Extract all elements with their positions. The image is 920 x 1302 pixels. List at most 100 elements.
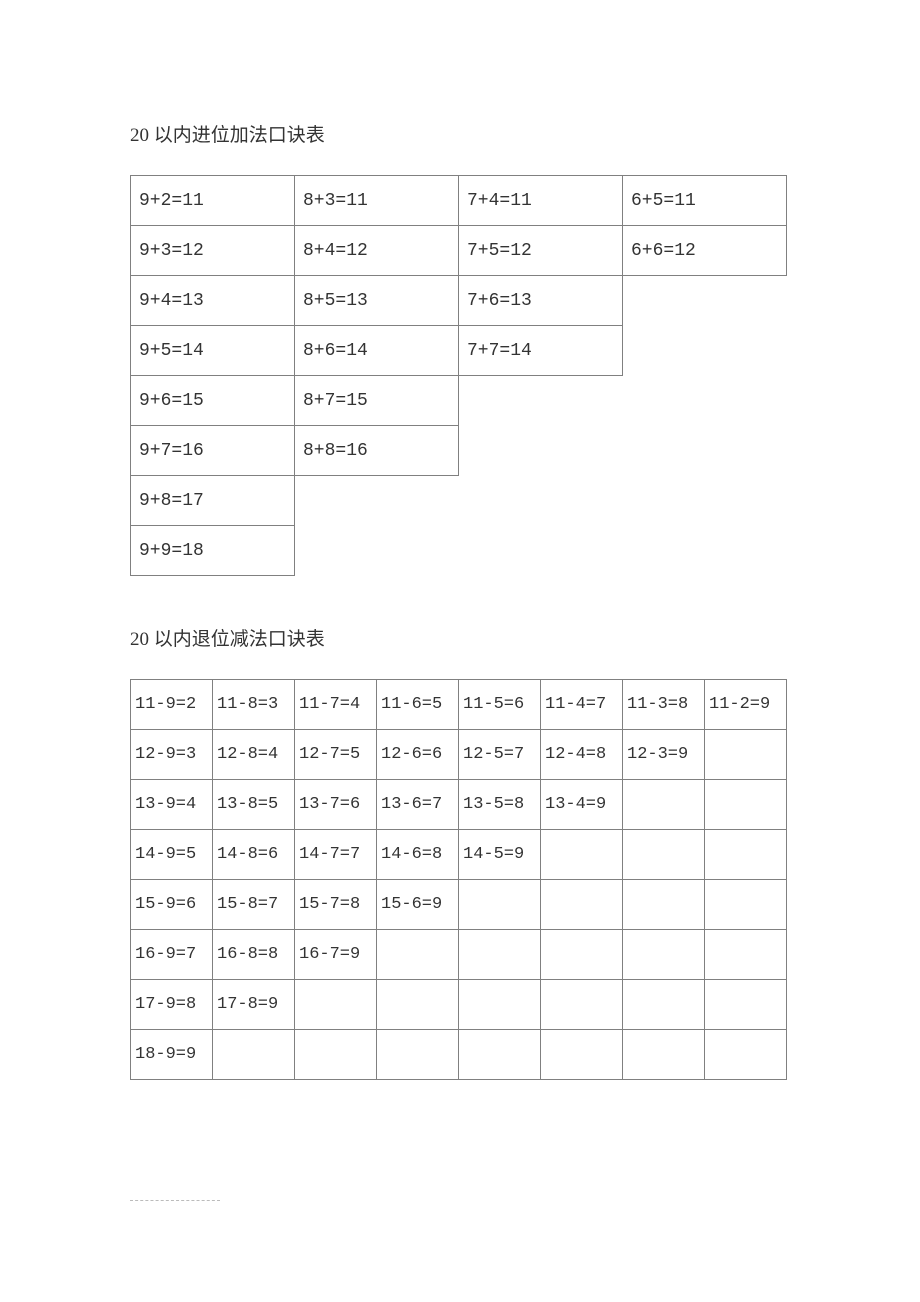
table-row: 16-9=716-8=816-7=9 <box>131 930 787 980</box>
table-cell: 12-9=3 <box>131 730 213 780</box>
table-row: 17-9=817-8=9 <box>131 980 787 1030</box>
table-cell <box>623 830 705 880</box>
table-cell: 15-7=8 <box>295 880 377 930</box>
table-cell: 13-6=7 <box>377 780 459 830</box>
table-cell <box>623 376 787 426</box>
table-row: 9+9=18 <box>131 526 787 576</box>
table-cell: 11-8=3 <box>213 680 295 730</box>
table-cell <box>295 980 377 1030</box>
table-cell: 12-5=7 <box>459 730 541 780</box>
table-cell: 12-3=9 <box>623 730 705 780</box>
table-cell: 14-5=9 <box>459 830 541 880</box>
table-cell: 15-9=6 <box>131 880 213 930</box>
table-cell <box>705 780 787 830</box>
table-row: 9+8=17 <box>131 476 787 526</box>
table-cell: 7+5=12 <box>459 226 623 276</box>
table-cell: 7+7=14 <box>459 326 623 376</box>
table-cell <box>459 980 541 1030</box>
table-cell: 8+8=16 <box>295 426 459 476</box>
table-cell <box>705 830 787 880</box>
table-cell: 11-7=4 <box>295 680 377 730</box>
table-cell <box>377 980 459 1030</box>
table-cell: 11-3=8 <box>623 680 705 730</box>
table-cell: 11-5=6 <box>459 680 541 730</box>
table-cell <box>705 980 787 1030</box>
table-cell: 13-5=8 <box>459 780 541 830</box>
table-cell: 6+6=12 <box>623 226 787 276</box>
table-cell: 17-8=9 <box>213 980 295 1030</box>
subtraction-title: 20 以内退位减法口诀表 <box>130 624 790 651</box>
table-cell: 9+5=14 <box>131 326 295 376</box>
table-cell <box>459 426 623 476</box>
table-cell: 8+3=11 <box>295 176 459 226</box>
table-cell: 18-9=9 <box>131 1030 213 1080</box>
table-cell <box>459 880 541 930</box>
table-cell <box>541 930 623 980</box>
table-cell <box>459 376 623 426</box>
table-row: 12-9=312-8=412-7=512-6=612-5=712-4=812-3… <box>131 730 787 780</box>
table-row: 18-9=9 <box>131 1030 787 1080</box>
table-cell: 14-9=5 <box>131 830 213 880</box>
table-cell <box>541 980 623 1030</box>
table-cell: 8+4=12 <box>295 226 459 276</box>
table-cell: 11-2=9 <box>705 680 787 730</box>
table-cell <box>295 1030 377 1080</box>
table-cell <box>459 1030 541 1080</box>
table-cell <box>213 1030 295 1080</box>
table-row: 14-9=514-8=614-7=714-6=814-5=9 <box>131 830 787 880</box>
table-cell <box>541 880 623 930</box>
table-row: 13-9=413-8=513-7=613-6=713-5=813-4=9 <box>131 780 787 830</box>
table-row: 11-9=211-8=311-7=411-6=511-5=611-4=711-3… <box>131 680 787 730</box>
table-cell: 13-8=5 <box>213 780 295 830</box>
table-row: 15-9=615-8=715-7=815-6=9 <box>131 880 787 930</box>
table-cell: 8+5=13 <box>295 276 459 326</box>
table-cell: 7+4=11 <box>459 176 623 226</box>
table-cell <box>623 276 787 326</box>
table-row: 9+6=158+7=15 <box>131 376 787 426</box>
table-cell <box>623 980 705 1030</box>
table-cell <box>541 830 623 880</box>
table-cell: 15-6=9 <box>377 880 459 930</box>
table-cell <box>705 1030 787 1080</box>
table-cell: 14-6=8 <box>377 830 459 880</box>
table-cell <box>459 930 541 980</box>
table-cell <box>623 476 787 526</box>
table-cell <box>295 476 459 526</box>
addition-table: 9+2=118+3=117+4=116+5=119+3=128+4=127+5=… <box>130 175 787 576</box>
table-cell: 12-4=8 <box>541 730 623 780</box>
table-cell: 11-6=5 <box>377 680 459 730</box>
table-cell: 12-6=6 <box>377 730 459 780</box>
table-cell <box>705 930 787 980</box>
table-cell <box>377 930 459 980</box>
table-cell <box>705 880 787 930</box>
table-cell <box>623 526 787 576</box>
table-cell: 9+7=16 <box>131 426 295 476</box>
table-cell: 13-9=4 <box>131 780 213 830</box>
table-cell <box>623 780 705 830</box>
table-cell: 9+8=17 <box>131 476 295 526</box>
table-cell: 13-7=6 <box>295 780 377 830</box>
table-cell: 17-9=8 <box>131 980 213 1030</box>
table-cell: 12-7=5 <box>295 730 377 780</box>
table-cell <box>541 1030 623 1080</box>
table-cell <box>623 930 705 980</box>
table-row: 9+7=168+8=16 <box>131 426 787 476</box>
table-cell: 7+6=13 <box>459 276 623 326</box>
table-cell <box>459 476 623 526</box>
table-cell <box>623 426 787 476</box>
table-cell: 6+5=11 <box>623 176 787 226</box>
table-cell <box>295 526 459 576</box>
table-cell: 8+7=15 <box>295 376 459 426</box>
table-cell: 15-8=7 <box>213 880 295 930</box>
table-row: 9+2=118+3=117+4=116+5=11 <box>131 176 787 226</box>
table-cell <box>623 326 787 376</box>
table-cell: 16-7=9 <box>295 930 377 980</box>
table-row: 9+3=128+4=127+5=126+6=12 <box>131 226 787 276</box>
table-cell: 12-8=4 <box>213 730 295 780</box>
table-row: 9+4=138+5=137+6=13 <box>131 276 787 326</box>
table-cell: 16-9=7 <box>131 930 213 980</box>
table-cell: 9+9=18 <box>131 526 295 576</box>
table-cell: 14-8=6 <box>213 830 295 880</box>
table-cell <box>623 880 705 930</box>
table-cell <box>705 730 787 780</box>
